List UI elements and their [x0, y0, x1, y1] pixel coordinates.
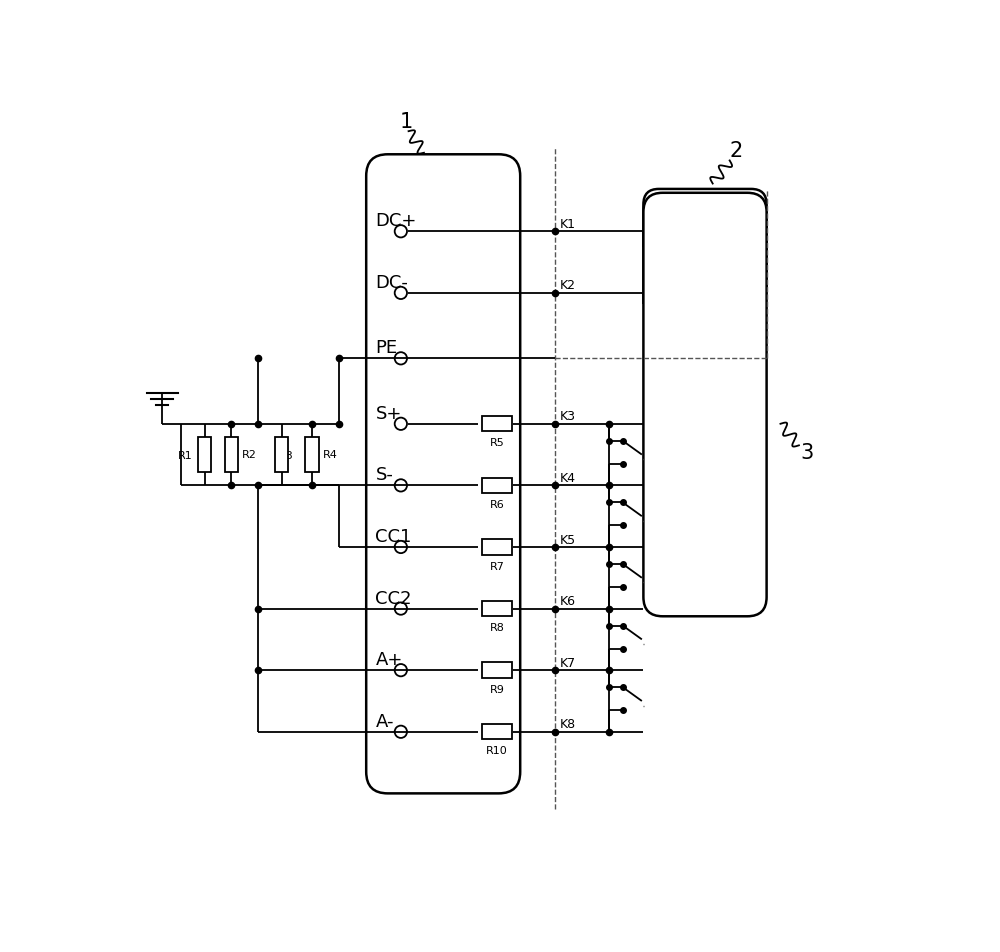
Text: K2: K2 [559, 280, 575, 292]
Text: 3: 3 [800, 443, 813, 463]
Text: S-: S- [375, 466, 393, 485]
Text: 2: 2 [729, 141, 742, 161]
Bar [225, 437, 238, 472]
Text: R1: R1 [177, 451, 192, 461]
Text: K8: K8 [559, 719, 576, 731]
FancyBboxPatch shape [366, 154, 520, 793]
Text: R6: R6 [490, 500, 504, 510]
Text: PE: PE [375, 339, 398, 357]
Text: R10: R10 [486, 746, 508, 757]
Text: 1: 1 [400, 112, 413, 132]
Text: DC+: DC+ [375, 212, 417, 230]
Bar [482, 663, 512, 678]
Text: CC2: CC2 [375, 589, 412, 607]
Text: K4: K4 [559, 472, 575, 485]
Text: DC-: DC- [375, 274, 408, 292]
Text: S+: S+ [375, 405, 402, 423]
Bar [482, 539, 512, 555]
Text: A-: A- [375, 713, 394, 731]
Bar [482, 416, 512, 431]
Text: R4: R4 [323, 449, 338, 460]
Bar [198, 437, 211, 472]
Text: CC1: CC1 [375, 528, 412, 545]
Bar [482, 601, 512, 616]
Text: K1: K1 [559, 218, 575, 230]
Bar [482, 724, 512, 740]
Text: R2: R2 [242, 449, 257, 460]
Text: K6: K6 [559, 595, 575, 608]
Text: R5: R5 [490, 439, 504, 448]
Bar [275, 437, 288, 472]
Text: A+: A+ [375, 651, 403, 669]
FancyBboxPatch shape [643, 188, 767, 305]
Text: K3: K3 [559, 410, 575, 424]
Text: R7: R7 [490, 562, 505, 571]
FancyBboxPatch shape [643, 192, 767, 616]
Text: K5: K5 [559, 533, 576, 546]
Bar [482, 478, 512, 493]
Text: R9: R9 [490, 684, 505, 695]
Text: R3: R3 [278, 451, 293, 461]
Bar [305, 437, 319, 472]
Text: K7: K7 [559, 657, 576, 670]
Text: R8: R8 [490, 624, 505, 633]
